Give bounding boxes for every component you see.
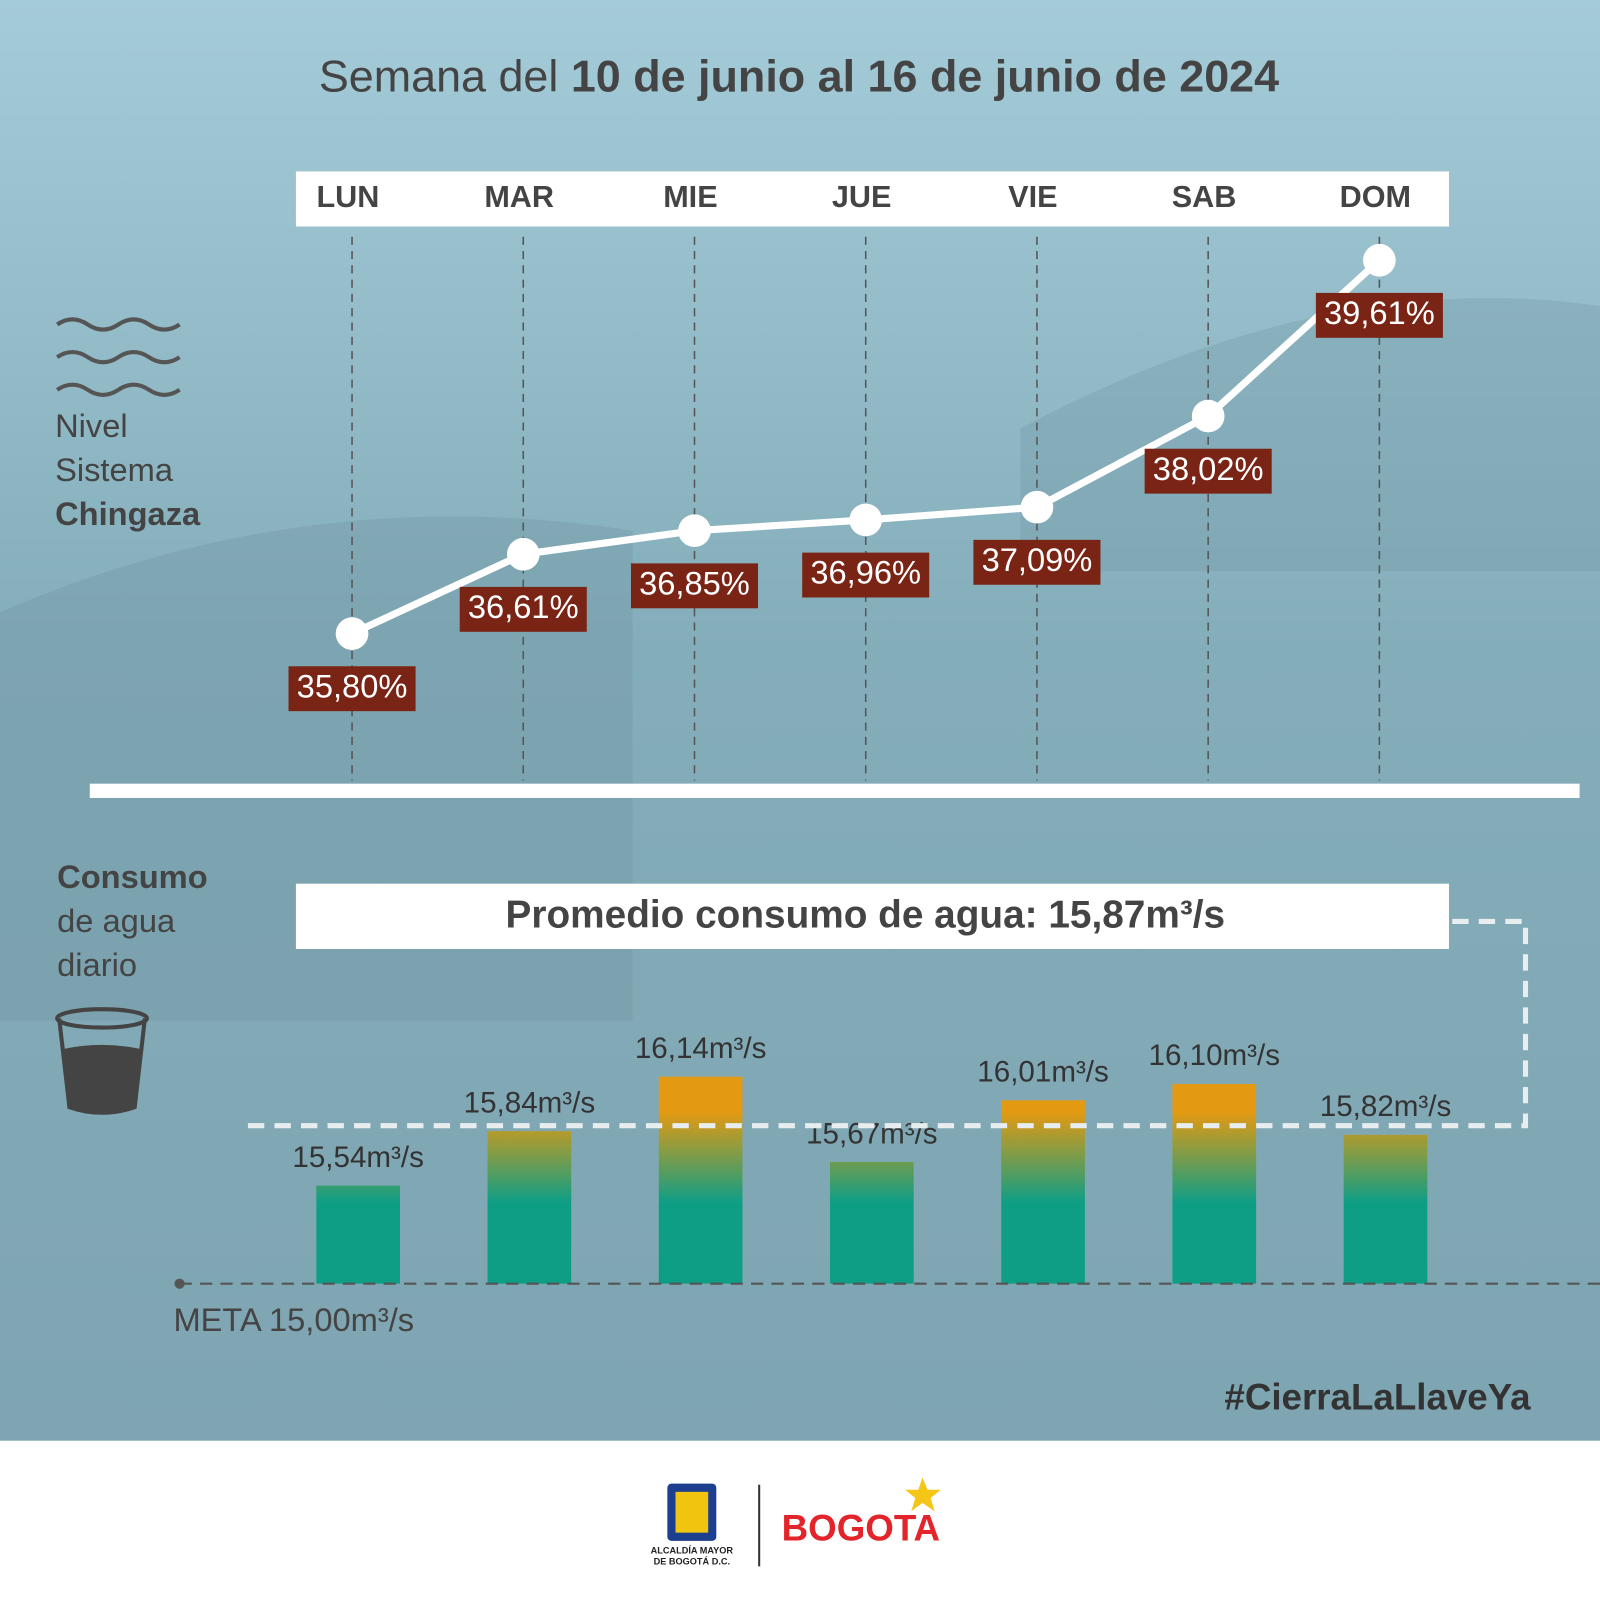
footer-logos: ALCALDÍA MAYOR DE BOGOTÁ D.C. BOGOTA — [651, 1477, 941, 1567]
category-label: MAR — [484, 180, 554, 214]
level-point — [849, 503, 883, 537]
level-point — [678, 514, 711, 548]
average-box — [295, 883, 1449, 949]
category-label: SAB — [1172, 180, 1237, 214]
brand: BOGOTA — [782, 1507, 940, 1548]
value-label-box — [630, 563, 759, 609]
bar — [1343, 1134, 1428, 1284]
level-point — [335, 617, 369, 650]
crest-text: DE BOGOTÁ D.C. — [654, 1557, 730, 1567]
title-bold: 10 de junio al 16 de junio de 2024 — [571, 50, 1279, 101]
value-label: 15,54m³/s — [292, 1141, 424, 1174]
side-label: Chingaza — [55, 495, 201, 532]
value-label: 15,84m³/s — [464, 1086, 596, 1119]
value-label-box — [1144, 448, 1272, 494]
bar — [1001, 1100, 1085, 1284]
bar — [830, 1162, 914, 1284]
day-header — [295, 171, 1449, 227]
average-title: Promedio consumo de agua: 15,87m³/s — [506, 894, 1226, 937]
separator — [89, 783, 1580, 798]
landscape-shade — [1020, 297, 1600, 572]
target-dot — [174, 1278, 185, 1289]
value-label-box — [973, 539, 1101, 585]
value-label: 38,02% — [1153, 450, 1264, 487]
category-label: VIE — [1008, 180, 1057, 214]
glass-icon — [55, 1007, 149, 1115]
level-point — [1363, 243, 1396, 277]
value-label: 36,85% — [639, 564, 750, 601]
side-label: diario — [57, 946, 137, 983]
value-label-box — [459, 586, 587, 632]
value-label: 39,61% — [1324, 294, 1435, 331]
level-point — [1020, 490, 1054, 524]
value-label: 15,67m³/s — [806, 1117, 938, 1150]
side-label: Consumo — [57, 858, 208, 895]
title-regular: Semana del — [319, 50, 559, 101]
category-label: DOM — [1340, 180, 1411, 214]
value-label: 16,01m³/s — [977, 1056, 1109, 1089]
value-label: 36,96% — [810, 554, 921, 591]
crest-text: ALCALDÍA MAYOR — [651, 1545, 734, 1555]
side-label: Sistema — [55, 451, 174, 488]
brand-star — [905, 1477, 941, 1512]
category-label: JUE — [832, 180, 892, 214]
value-label: 35,80% — [297, 667, 408, 704]
wave-icon — [56, 317, 181, 397]
crest-inner — [675, 1491, 709, 1533]
bar — [1172, 1083, 1257, 1284]
average-line — [247, 918, 1529, 1129]
hashtag: #CierraLaLlaveYa — [1224, 1377, 1531, 1418]
value-label: 36,61% — [468, 588, 579, 625]
side-label: Nivel — [55, 407, 128, 444]
value-label-box — [1315, 292, 1443, 338]
title: Semana del 10 de junio al 16 de junio de… — [319, 50, 1279, 101]
bar — [487, 1131, 572, 1284]
bar — [316, 1185, 400, 1284]
level-point — [506, 537, 540, 571]
category-label: LUN — [316, 180, 379, 214]
category-label: MIE — [663, 180, 717, 214]
level-point — [1191, 399, 1225, 433]
background — [0, 0, 1600, 1441]
side-label: de agua — [57, 902, 176, 939]
value-label: 16,14m³/s — [635, 1032, 767, 1065]
target-label: META 15,00m³/s — [173, 1301, 414, 1338]
value-label: 37,09% — [982, 541, 1093, 578]
value-label: 15,82m³/s — [1320, 1090, 1452, 1123]
value-label-box — [288, 666, 416, 712]
footer-band — [0, 1440, 1600, 1600]
value-label-box — [802, 552, 930, 598]
value-label: 16,10m³/s — [1149, 1039, 1281, 1072]
bar — [658, 1076, 743, 1284]
